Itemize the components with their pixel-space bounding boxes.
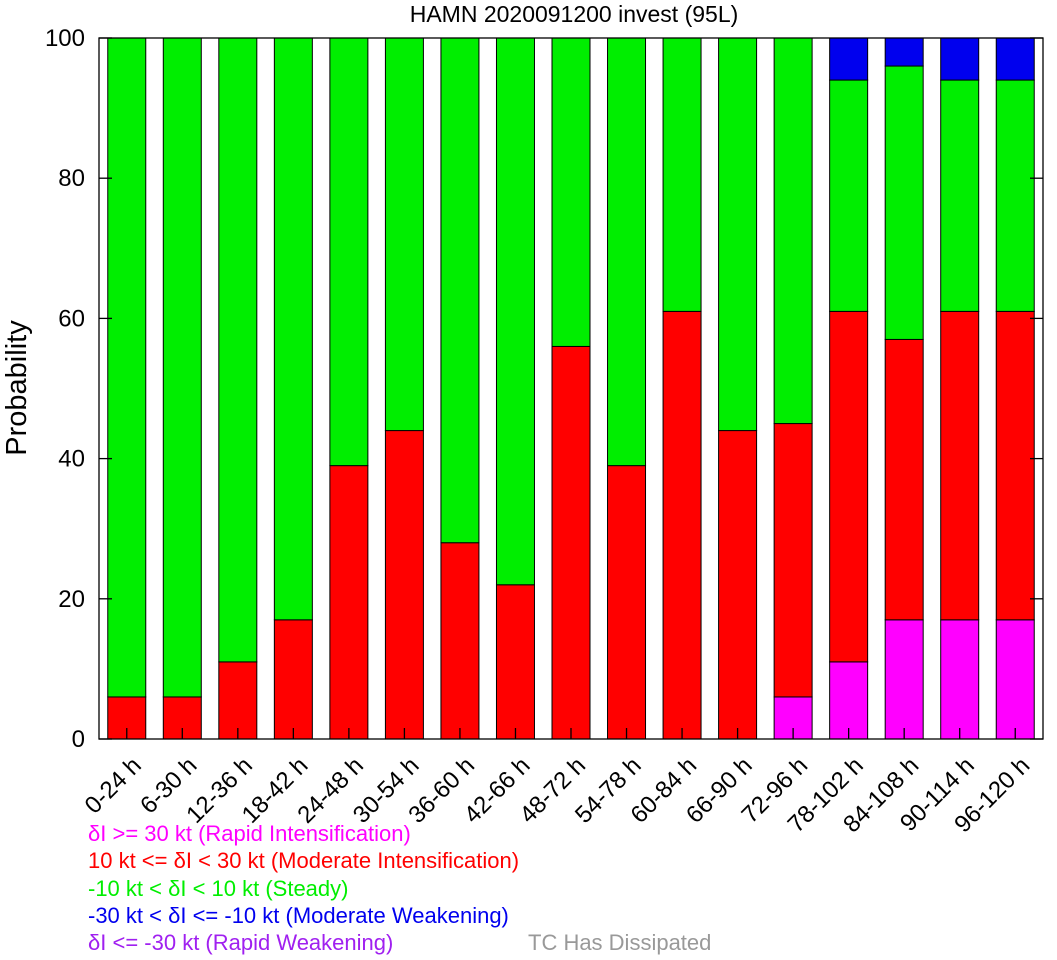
bar-ri-16 (995, 619, 1035, 740)
bar-mi-5 (384, 430, 424, 740)
bar-mi-16 (995, 310, 1035, 621)
y-tick-label-20: 20 (58, 586, 85, 613)
bar-st-10 (662, 37, 702, 312)
bar-mi-11 (718, 430, 758, 740)
bar-st-0 (107, 37, 147, 698)
bar-st-3 (273, 37, 313, 621)
bar-mi-6 (440, 542, 480, 740)
bar-mw-13 (829, 37, 869, 81)
legend-rapid-weakening: δI <= -30 kt (Rapid Weakening) (88, 930, 394, 955)
bar-mi-3 (273, 619, 313, 740)
bar-st-5 (384, 37, 424, 432)
y-axis-label: Probability (1, 320, 33, 456)
bar-st-1 (162, 37, 202, 698)
y-tick-label-80: 80 (58, 165, 85, 192)
bar-mi-9 (607, 465, 647, 740)
bar-mw-14 (884, 37, 924, 67)
y-tick-label-40: 40 (58, 446, 85, 473)
chart-title: HAMN 2020091200 invest (95L) (410, 1, 739, 27)
bar-st-15 (940, 79, 980, 312)
x-tick-label-0: 0-24 h (80, 752, 147, 819)
bar-mi-12 (773, 423, 813, 698)
bar-ri-15 (940, 619, 980, 740)
bar-st-13 (829, 79, 869, 312)
bar-mi-15 (940, 310, 980, 621)
legend-moderate-weakening: -30 kt < δI <= -10 kt (Moderate Weakenin… (88, 903, 509, 928)
bar-mi-10 (662, 310, 702, 740)
legend-moderate-intensification: 10 kt <= δI < 30 kt (Moderate Intensific… (88, 848, 520, 873)
bar-mi-2 (218, 661, 258, 740)
bar-mi-14 (884, 338, 924, 621)
y-tick-label-0: 0 (72, 726, 85, 753)
legend-rapid-intensification: δI >= 30 kt (Rapid Intensification) (88, 821, 411, 846)
y-tick-label-100: 100 (45, 25, 85, 52)
bar-st-16 (995, 79, 1035, 312)
bar-mi-4 (329, 465, 369, 740)
y-tick-label-60: 60 (58, 305, 85, 332)
bar-st-4 (329, 37, 369, 467)
bar-st-9 (607, 37, 647, 467)
legend-steady: -10 kt < δI < 10 kt (Steady) (88, 876, 349, 901)
legend-tc-dissipated: TC Has Dissipated (528, 930, 712, 955)
axes-group (98, 37, 1044, 740)
y-tick-labels: 0 20 40 60 80 100 (45, 25, 85, 753)
bar-st-8 (551, 37, 591, 347)
bar-st-14 (884, 65, 924, 340)
bar-ri-13 (829, 661, 869, 740)
bar-st-6 (440, 37, 480, 544)
bar-st-12 (773, 37, 813, 425)
bars-group (107, 37, 1035, 740)
bar-mi-7 (495, 584, 535, 740)
bar-mw-16 (995, 37, 1035, 81)
bar-ri-14 (884, 619, 924, 740)
bar-mi-8 (551, 345, 591, 740)
bar-st-11 (718, 37, 758, 432)
bar-st-2 (218, 37, 258, 663)
bar-mi-13 (829, 310, 869, 663)
bar-st-7 (495, 37, 535, 586)
bar-mw-15 (940, 37, 980, 81)
